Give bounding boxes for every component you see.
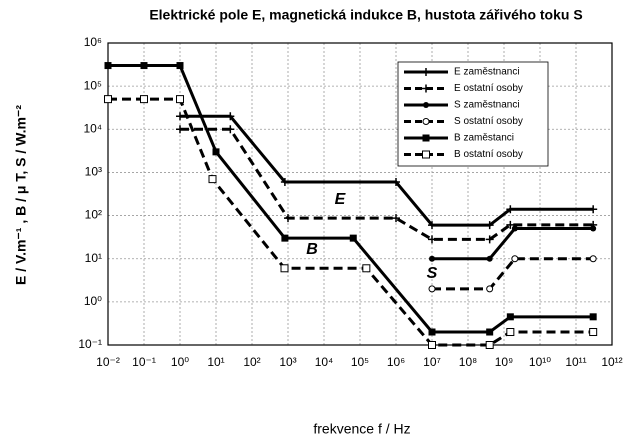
marker (422, 150, 430, 159)
marker (176, 95, 184, 104)
marker (485, 235, 494, 244)
marker (506, 220, 515, 229)
marker (423, 102, 429, 108)
series-line (108, 97, 594, 347)
marker (208, 175, 217, 184)
marker (349, 234, 357, 242)
marker (429, 255, 435, 262)
y-tick-label: 10⁴ (83, 121, 102, 135)
y-tick-label: 10⁵ (84, 78, 102, 92)
y-tick-label: 10⁶ (84, 35, 102, 49)
legend-label: S ostatní osoby (454, 116, 523, 127)
marker (140, 95, 148, 104)
marker (485, 341, 494, 349)
marker (486, 328, 494, 336)
x-tick-label: 10⁶ (387, 355, 405, 369)
marker (422, 68, 430, 76)
marker (428, 341, 436, 349)
y-tick-label: 10⁻¹ (78, 337, 102, 351)
y-axis-label: E / V.m⁻¹ , B / μ T, S / W.m⁻² (13, 105, 29, 285)
marker (226, 112, 235, 121)
marker (486, 285, 494, 293)
x-tick-label: 10¹⁰ (529, 355, 551, 369)
marker (392, 214, 400, 223)
y-tick-label: 10⁰ (84, 294, 102, 308)
x-tick-label: 10⁻² (96, 355, 120, 369)
plot-frame (107, 42, 613, 346)
legend-label: S zaměstnanci (454, 100, 520, 111)
marker (392, 178, 400, 186)
marker (589, 205, 598, 214)
legend-label: B zaměstanci (454, 133, 514, 144)
annotation: E (335, 191, 347, 208)
series-line (180, 127, 594, 241)
annotation: B (306, 241, 318, 258)
marker (176, 112, 184, 121)
marker (428, 328, 436, 336)
marker (511, 225, 518, 232)
marker (176, 62, 184, 70)
x-tick-label: 10⁹ (495, 355, 514, 369)
marker (486, 255, 493, 262)
marker (428, 235, 436, 244)
x-tick-label: 10⁸ (459, 355, 477, 369)
marker (589, 328, 598, 337)
marker (176, 125, 184, 134)
marker (485, 221, 494, 230)
x-tick-label: 10¹ (207, 355, 224, 369)
marker (140, 62, 148, 70)
marker (506, 328, 515, 337)
chart-title: Elektrické pole E, magnetická indukce B,… (149, 7, 582, 23)
x-tick-label: 10⁻¹ (132, 355, 156, 369)
marker (511, 255, 519, 263)
marker (590, 225, 597, 232)
x-tick-label: 10⁴ (315, 355, 334, 369)
marker (428, 285, 436, 293)
marker (589, 255, 597, 263)
legend-label: B ostatní osoby (454, 149, 523, 160)
x-tick-label: 10¹¹ (565, 355, 586, 369)
marker (422, 84, 430, 93)
legend-label: E ostatní osoby (454, 83, 523, 94)
x-axis-label: frekvence f / Hz (313, 421, 410, 437)
series-line (180, 114, 594, 227)
marker (422, 134, 430, 142)
series-line (432, 227, 594, 261)
y-tick-label: 10¹ (85, 251, 102, 265)
legend-box (397, 61, 549, 167)
marker (422, 118, 430, 125)
marker (212, 148, 220, 156)
annotation: S (427, 265, 438, 282)
marker (506, 313, 514, 321)
legend-label: E zaměstnanci (454, 67, 520, 78)
marker (281, 234, 289, 242)
y-tick-label: 10² (85, 208, 102, 222)
x-tick-label: 10⁷ (423, 355, 441, 369)
y-tick-label: 10³ (85, 165, 102, 179)
series-line (432, 257, 594, 291)
x-tick-label: 10⁰ (171, 355, 189, 369)
marker (506, 205, 515, 214)
marker (284, 214, 292, 223)
x-tick-label: 10² (243, 355, 260, 369)
marker (589, 313, 597, 321)
marker (104, 62, 112, 70)
marker (280, 264, 289, 273)
x-tick-label: 10¹² (601, 355, 622, 369)
x-tick-label: 10⁵ (351, 355, 369, 369)
marker (428, 221, 436, 230)
marker (280, 178, 289, 186)
marker (226, 125, 235, 134)
marker (362, 264, 371, 273)
series-line (108, 64, 594, 334)
x-tick-label: 10³ (279, 355, 296, 369)
marker (104, 95, 112, 104)
